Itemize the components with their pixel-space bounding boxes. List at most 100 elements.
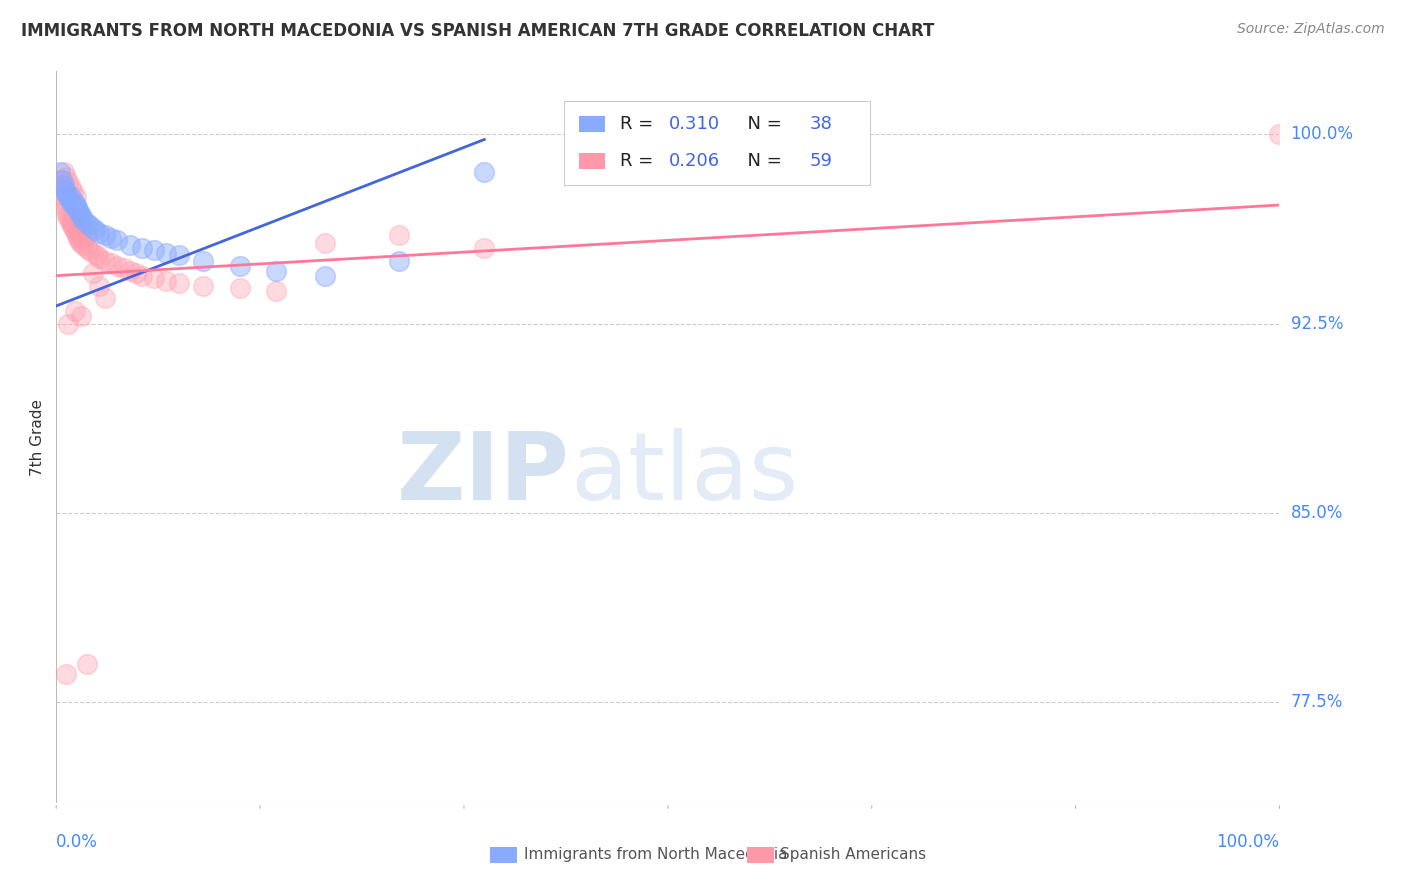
Point [314,235,336,250]
Point [58,317,80,331]
Point [472,241,496,255]
Text: 77.5%: 77.5% [1291,693,1343,711]
Point [131,268,153,283]
Text: Source: ZipAtlas.com: Source: ZipAtlas.com [1237,22,1385,37]
Point [87,278,110,293]
Point [94,291,117,305]
Point [55,203,77,218]
Text: Immigrants from North Macedonia: Immigrants from North Macedonia [523,847,787,862]
Point [65,190,87,204]
Point [56,208,79,222]
Bar [564,101,870,185]
Point [266,263,288,277]
Point [82,220,104,235]
Point [76,216,98,230]
Point [72,238,94,252]
Point [228,259,252,273]
Point [118,238,141,252]
Point [59,213,82,227]
Point [107,259,129,273]
Text: 85.0%: 85.0% [1291,504,1343,522]
Point [52,165,75,179]
Point [53,183,76,197]
Point [69,205,91,219]
Point [60,218,83,232]
Point [51,173,73,187]
Point [62,198,84,212]
Text: Spanish Americans: Spanish Americans [780,847,927,862]
Point [70,211,93,225]
Point [76,657,98,671]
Point [228,281,252,295]
Point [100,231,122,245]
Text: N =: N = [737,115,787,133]
Text: 38: 38 [810,115,832,133]
Point [63,304,86,318]
Text: 100.0%: 100.0% [1216,833,1279,851]
Text: 0.0%: 0.0% [56,833,98,851]
Point [58,211,80,225]
Point [49,183,72,197]
Point [76,241,98,255]
Point [58,175,80,189]
Text: N =: N = [737,153,787,170]
Point [69,309,91,323]
Point [191,253,214,268]
Point [87,226,110,240]
Point [388,253,411,268]
Point [58,190,80,204]
Bar [491,847,517,863]
Point [55,667,77,681]
Point [266,284,288,298]
Point [107,233,129,247]
Point [69,208,91,222]
Point [1268,128,1291,142]
Point [94,228,117,243]
Point [65,198,87,212]
Point [59,190,82,204]
Text: 92.5%: 92.5% [1291,315,1343,333]
Point [84,223,107,237]
Text: IMMIGRANTS FROM NORTH MACEDONIA VS SPANISH AMERICAN 7TH GRADE CORRELATION CHART: IMMIGRANTS FROM NORTH MACEDONIA VS SPANI… [21,22,935,40]
Point [55,170,77,185]
Point [112,261,135,276]
Text: atlas: atlas [569,427,799,520]
Bar [578,153,606,169]
Point [63,195,86,210]
Text: 100.0%: 100.0% [1291,126,1354,144]
Point [55,186,77,200]
Point [69,233,91,247]
Point [53,198,76,212]
Point [76,228,98,243]
Point [155,274,177,288]
Point [69,216,91,230]
Point [51,188,73,202]
Point [62,186,84,200]
Point [49,165,72,179]
Point [49,178,72,192]
Point [59,216,82,230]
Point [82,266,104,280]
Point [60,195,83,210]
Point [82,246,104,260]
Point [59,193,82,207]
Bar [578,116,606,132]
Point [125,266,148,280]
Point [77,218,100,232]
Point [72,213,94,227]
Text: ZIP: ZIP [396,427,569,520]
Point [167,248,190,262]
Text: 59: 59 [810,153,832,170]
Point [56,188,79,202]
Point [52,178,75,192]
Point [48,173,70,187]
Text: 0.206: 0.206 [669,153,720,170]
Point [67,203,90,218]
Point [143,244,166,258]
Text: 0.310: 0.310 [669,115,720,133]
Point [52,193,75,207]
Point [62,220,84,235]
Point [131,241,153,255]
Point [67,231,90,245]
Point [67,203,90,218]
